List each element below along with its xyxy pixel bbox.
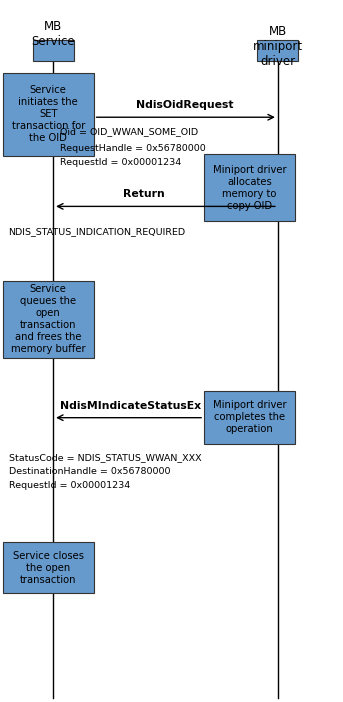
Text: DestinationHandle = 0x56780000: DestinationHandle = 0x56780000 <box>9 468 170 476</box>
FancyBboxPatch shape <box>257 40 298 61</box>
FancyBboxPatch shape <box>3 73 94 156</box>
Text: MB
miniport
driver: MB miniport driver <box>253 25 303 67</box>
Text: NdisMIndicateStatusEx: NdisMIndicateStatusEx <box>60 401 201 411</box>
Text: Service closes
the open
transaction: Service closes the open transaction <box>13 550 84 585</box>
FancyBboxPatch shape <box>3 542 94 593</box>
FancyBboxPatch shape <box>204 154 295 221</box>
Text: Miniport driver
allocates
memory to
copy OID: Miniport driver allocates memory to copy… <box>213 165 286 211</box>
Text: StatusCode = NDIS_STATUS_WWAN_XXX: StatusCode = NDIS_STATUS_WWAN_XXX <box>9 453 201 462</box>
Text: Miniport driver
completes the
operation: Miniport driver completes the operation <box>213 400 286 435</box>
Text: RequestId = 0x00001234: RequestId = 0x00001234 <box>9 482 130 490</box>
Text: NDIS_STATUS_INDICATION_REQUIRED: NDIS_STATUS_INDICATION_REQUIRED <box>9 227 186 236</box>
Text: Return: Return <box>123 190 165 199</box>
Text: MB
Service: MB Service <box>31 20 75 48</box>
Text: Service
queues the
open
transaction
and frees the
memory buffer: Service queues the open transaction and … <box>11 284 85 355</box>
FancyBboxPatch shape <box>33 40 74 61</box>
FancyBboxPatch shape <box>3 281 94 358</box>
Text: NdisOidRequest: NdisOidRequest <box>137 100 234 110</box>
Text: Oid = OID_WWAN_SOME_OID: Oid = OID_WWAN_SOME_OID <box>60 128 198 136</box>
Text: RequestId = 0x00001234: RequestId = 0x00001234 <box>60 158 181 166</box>
Text: RequestHandle = 0x56780000: RequestHandle = 0x56780000 <box>60 144 206 152</box>
FancyBboxPatch shape <box>204 391 295 444</box>
Text: Service
initiates the
SET
transaction for
the OID: Service initiates the SET transaction fo… <box>12 86 85 143</box>
